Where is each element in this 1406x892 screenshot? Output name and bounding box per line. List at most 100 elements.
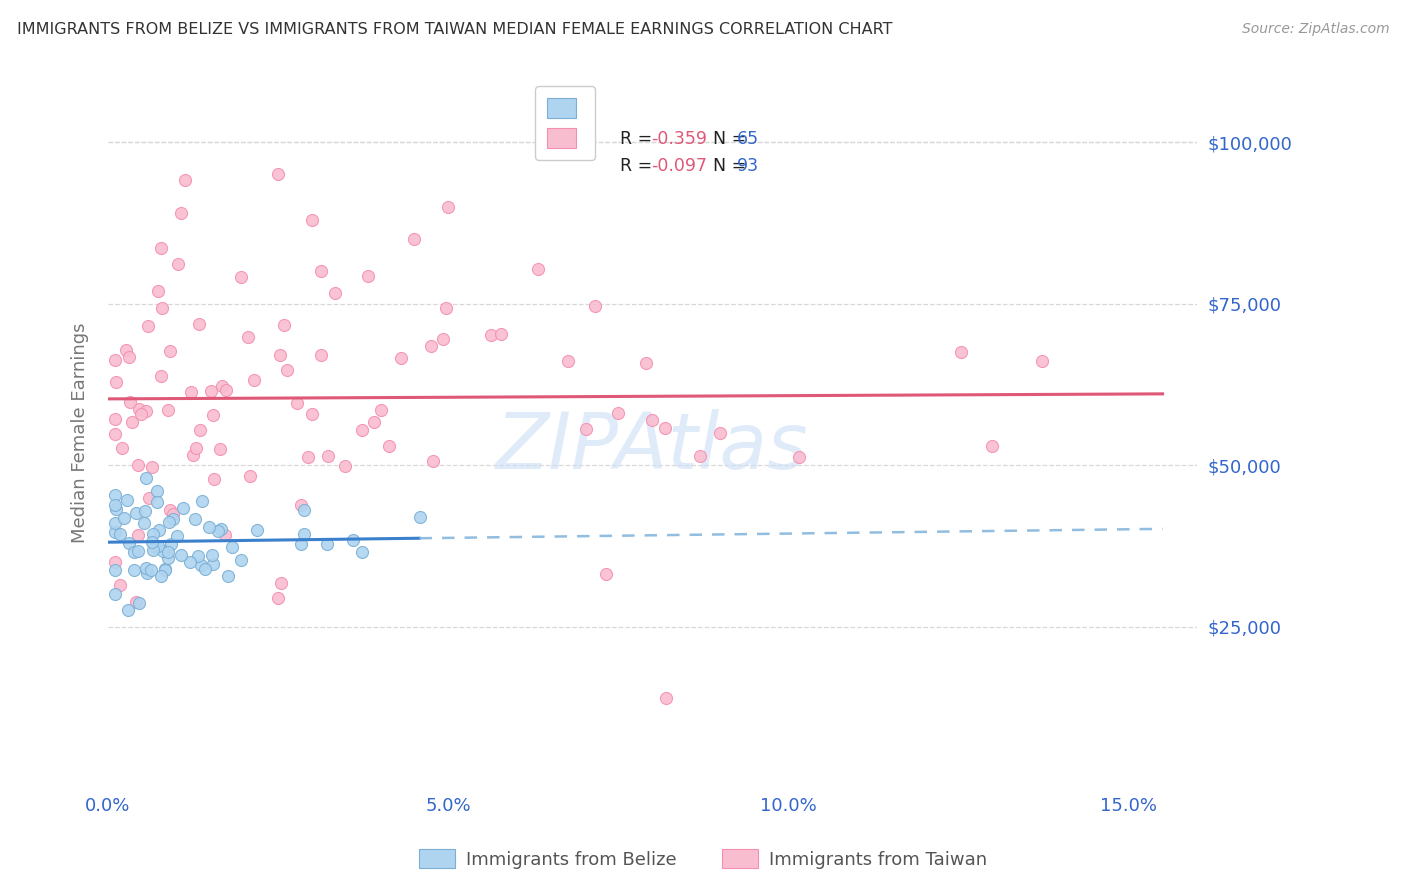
Point [315, 537, 337, 551]
Point [269, 348, 291, 362]
Point [104, 352, 127, 367]
Point [209, 523, 232, 537]
Text: Source: ZipAtlas.com: Source: ZipAtlas.com [1241, 22, 1389, 37]
Text: N =: N = [702, 157, 752, 175]
Point [184, 441, 207, 455]
Point [179, 555, 201, 569]
Y-axis label: Median Female Earnings: Median Female Earnings [72, 323, 89, 543]
Point [153, 563, 176, 577]
Point [169, 206, 191, 220]
Point [316, 450, 339, 464]
Point [150, 301, 173, 315]
Text: R =: R = [620, 157, 658, 175]
Point [187, 317, 209, 331]
Point [789, 450, 811, 465]
Point [152, 544, 174, 558]
Point [125, 506, 148, 520]
Point [127, 458, 149, 472]
Point [149, 369, 172, 384]
Point [207, 524, 229, 539]
Point [143, 540, 166, 554]
Point [709, 425, 731, 440]
Point [118, 536, 141, 550]
Point [595, 567, 617, 582]
Point [146, 483, 169, 498]
Point [104, 501, 127, 516]
Point [117, 603, 139, 617]
Point [243, 373, 266, 387]
Point [108, 578, 131, 592]
Point [404, 232, 426, 246]
Point [489, 326, 512, 341]
Point [173, 173, 195, 187]
Point [309, 348, 332, 362]
Point [585, 299, 607, 313]
Point [201, 557, 224, 571]
Point [352, 423, 374, 437]
Point [187, 549, 209, 563]
Point [153, 562, 176, 576]
Point [104, 586, 127, 600]
Point [301, 407, 323, 421]
Point [641, 413, 664, 427]
Point [127, 528, 149, 542]
Point [104, 427, 127, 442]
Point [350, 545, 373, 559]
Point [160, 537, 183, 551]
Point [148, 523, 170, 537]
Point [191, 494, 214, 508]
Point [323, 285, 346, 300]
Point [136, 318, 159, 333]
Point [184, 512, 207, 526]
Point [135, 561, 157, 575]
Text: -0.097: -0.097 [651, 157, 707, 175]
Point [245, 523, 267, 537]
Point [181, 448, 204, 462]
Point [357, 268, 380, 283]
Point [273, 318, 295, 332]
Point [654, 421, 676, 435]
Point [122, 563, 145, 577]
Point [194, 562, 217, 576]
Point [104, 563, 127, 577]
Point [128, 596, 150, 610]
Point [134, 504, 156, 518]
Point [124, 595, 146, 609]
Text: IMMIGRANTS FROM BELIZE VS IMMIGRANTS FROM TAIWAN MEDIAN FEMALE EARNINGS CORRELAT: IMMIGRANTS FROM BELIZE VS IMMIGRANTS FRO… [17, 22, 893, 37]
Point [104, 488, 127, 502]
Point [949, 344, 972, 359]
Point [221, 540, 243, 554]
Point [292, 527, 315, 541]
Point [104, 516, 127, 530]
Text: ZIPAtlas: ZIPAtlas [496, 409, 808, 485]
Point [333, 459, 356, 474]
Point [157, 551, 180, 566]
Point [111, 441, 134, 455]
Point [104, 375, 127, 389]
Point [190, 558, 212, 573]
Point [214, 528, 236, 542]
Text: 65: 65 [737, 130, 759, 148]
Point [121, 415, 143, 429]
Point [557, 354, 579, 368]
Point [108, 527, 131, 541]
Point [141, 460, 163, 475]
Point [127, 544, 149, 558]
Point [172, 501, 194, 516]
Point [370, 403, 392, 417]
Point [132, 516, 155, 530]
Point [434, 301, 457, 316]
Point [188, 424, 211, 438]
Point [420, 339, 443, 353]
Point [141, 535, 163, 549]
Point [655, 690, 678, 705]
Point [1031, 354, 1053, 368]
Point [118, 350, 141, 364]
Point [148, 284, 170, 298]
Point [104, 412, 127, 426]
Point [267, 591, 290, 605]
Point [200, 384, 222, 399]
Point [301, 212, 323, 227]
Point [112, 510, 135, 524]
Point [239, 468, 262, 483]
